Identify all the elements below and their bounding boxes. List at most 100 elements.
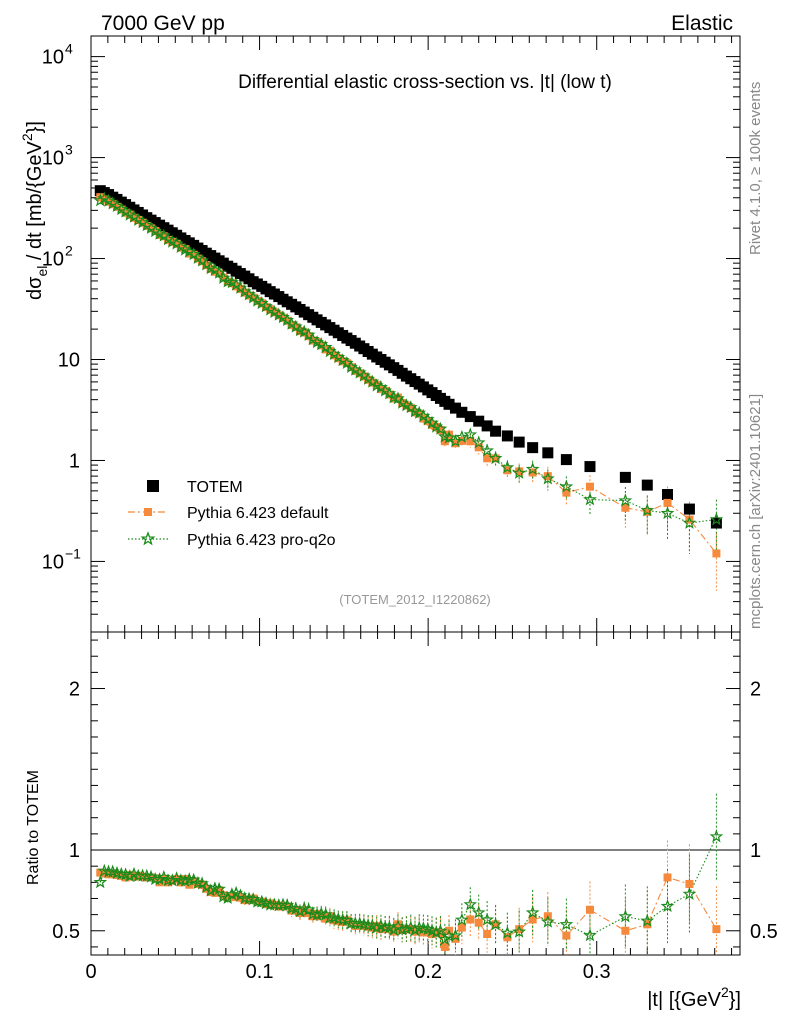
- default-ratio-point: [528, 915, 537, 924]
- ratio-frame: [90, 631, 741, 956]
- default-point: [474, 443, 483, 452]
- default-ratio-point: [96, 868, 105, 877]
- proq2o-point: [660, 506, 675, 520]
- proq2o-ratio-point: [93, 875, 108, 889]
- default-ratio-point: [432, 928, 441, 937]
- default-ratio-point: [410, 927, 419, 936]
- default-point: [236, 284, 245, 293]
- default-ratio-point: [142, 873, 151, 882]
- proq2o-point: [709, 512, 724, 526]
- ratio-axis-ticks: 0 0.1 0.2 0.3 0.5 0.5 1 1 2 2: [52, 632, 778, 983]
- default-point: [347, 363, 356, 372]
- default-ratio-point: [393, 920, 402, 929]
- default-ratio-point: [621, 926, 630, 935]
- default-point: [151, 227, 160, 236]
- default-point: [712, 549, 721, 558]
- x-label-sup: 2: [721, 984, 729, 1000]
- y-tick-label: 10: [42, 148, 64, 170]
- main-series: [93, 185, 724, 591]
- default-point: [393, 393, 402, 402]
- default-point: [313, 338, 322, 347]
- default-ratio-point: [376, 925, 385, 934]
- default-ratio-point: [381, 923, 390, 932]
- proq2o-ratio-point: [361, 918, 376, 932]
- proq2o-ratio-point: [682, 886, 697, 901]
- y-label-sub: el: [34, 266, 50, 277]
- proq2o-point: [559, 479, 574, 493]
- totem-point: [481, 420, 493, 432]
- totem-point: [490, 425, 502, 437]
- y-label-sup: 2: [19, 133, 35, 141]
- totem-point: [449, 402, 461, 414]
- default-point: [466, 437, 475, 446]
- proq2o-ratio-point: [412, 920, 427, 934]
- default-point: [138, 218, 147, 227]
- proq2o-ratio-point: [293, 904, 307, 918]
- default-point: [543, 472, 552, 481]
- totem-point: [560, 454, 572, 466]
- default-ratio-point: [347, 919, 356, 928]
- default-ratio-point: [359, 921, 368, 930]
- legend-totem-label: TOTEM: [187, 479, 243, 496]
- legend-default-marker: [144, 508, 152, 516]
- x-tick-label: 0.1: [246, 961, 274, 983]
- default-ratio-point: [451, 934, 460, 943]
- default-point: [291, 323, 300, 332]
- proq2o-ratio-point: [540, 914, 555, 928]
- proq2o-ratio-point: [416, 921, 431, 935]
- default-point: [261, 303, 270, 312]
- y-label-end: }]: [24, 121, 46, 133]
- default-point: [643, 507, 652, 516]
- default-point: [219, 273, 228, 282]
- proq2o-ratio-point: [250, 894, 265, 908]
- default-point: [283, 316, 292, 325]
- default-point: [491, 454, 500, 463]
- default-ratio-point: [253, 897, 262, 906]
- default-ratio-point: [372, 921, 381, 930]
- x-tick-label: 0.2: [414, 961, 442, 983]
- legend-star-shape: [140, 531, 156, 546]
- default-point: [440, 437, 449, 446]
- default-ratio-point: [643, 920, 652, 929]
- proq2o-ratio-point: [433, 923, 448, 937]
- default-ratio-point: [223, 893, 232, 902]
- y-tick-label: 1: [69, 450, 80, 472]
- default-point: [270, 308, 279, 317]
- default-ratio-point: [562, 931, 571, 940]
- default-ratio-point: [663, 873, 672, 882]
- main-y-axis-label: dσel / dt [mb/{GeV2}]: [19, 121, 50, 300]
- proq2o-ratio-point: [395, 922, 410, 936]
- proq2o-ratio-point: [488, 917, 503, 931]
- default-ratio-point: [712, 925, 721, 934]
- default-point: [134, 215, 143, 224]
- default-ratio-point: [244, 896, 253, 905]
- default-ratio-point: [457, 923, 466, 932]
- y-tick-label: 10: [42, 47, 64, 69]
- default-ratio-point: [364, 922, 373, 931]
- default-ratio-point: [279, 901, 288, 910]
- default-ratio-point: [515, 925, 524, 934]
- totem-point: [619, 471, 631, 483]
- totem-point: [542, 447, 554, 459]
- default-point: [389, 394, 398, 403]
- default-point: [381, 386, 390, 395]
- header-process-label: Elastic: [671, 12, 733, 35]
- proq2o-ratio-point: [208, 881, 222, 895]
- proq2o-ratio-point: [480, 912, 495, 926]
- default-ratio-point: [232, 892, 241, 901]
- proq2o-ratio-point: [583, 928, 597, 942]
- x-label-main: |t| [{GeV: [647, 989, 721, 1011]
- proq2o-ratio-point: [242, 891, 256, 905]
- proq2o-ratio-point: [190, 875, 205, 890]
- y-label-main: dσ: [24, 276, 46, 300]
- default-ratio-point: [321, 914, 330, 923]
- y-tick-label-exponent: 2: [65, 243, 73, 259]
- default-ratio-point: [440, 942, 449, 951]
- default-point: [253, 296, 262, 305]
- default-point: [159, 232, 168, 241]
- default-point: [325, 346, 334, 355]
- ratio-y-tick-label-right: 1: [750, 840, 761, 862]
- proq2o-point: [500, 460, 515, 474]
- totem-point: [662, 489, 674, 501]
